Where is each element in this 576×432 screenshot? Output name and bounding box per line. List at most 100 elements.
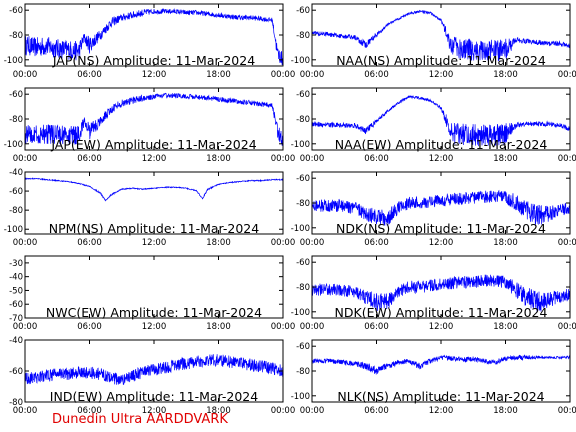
series-line	[312, 9, 570, 62]
chart-title: IND(EW) Amplitude: 11-Mar-2024	[50, 389, 258, 404]
y-tick-label: -100	[291, 392, 310, 402]
y-tick-label: -100	[291, 224, 310, 234]
x-tick-label: 00:00	[13, 238, 38, 248]
series-line	[25, 8, 283, 66]
x-tick-label: 06:00	[364, 406, 389, 416]
y-tick-label: -80	[9, 31, 23, 41]
chart-panel-7: -70 -60 -50 -40 -30 00:00 06:00 12:00 18:00 00:00…	[9, 255, 296, 332]
x-tick-label: 18:00	[493, 238, 518, 248]
x-tick-label: 00:00	[558, 70, 576, 80]
x-tick-label: 06:00	[77, 154, 102, 164]
chart-panel-1: -100 -80 -60 00:00 06:00 12:00 18:00 00:00 JAP(N…	[4, 3, 296, 80]
x-tick-label: 18:00	[206, 238, 231, 248]
y-tick-label: -60	[9, 90, 23, 100]
x-tick-label: 00:00	[271, 322, 296, 332]
x-tick-label: 00:00	[271, 406, 296, 416]
series-line	[25, 354, 283, 385]
y-tick-label: -80	[9, 115, 23, 125]
x-tick-label: 12:00	[429, 322, 454, 332]
x-tick-label: 00:00	[271, 70, 296, 80]
y-tick-label: -100	[291, 140, 310, 150]
x-tick-label: 12:00	[429, 406, 454, 416]
chart-title: NAA(NS) Amplitude: 11-Mar-2024	[336, 53, 546, 68]
y-tick-label: -80	[296, 283, 310, 293]
x-tick-label: 12:00	[142, 238, 167, 248]
x-tick-label: 18:00	[206, 154, 231, 164]
x-tick-label: 00:00	[558, 406, 576, 416]
y-tick-label: -40	[9, 168, 23, 178]
x-tick-label: 00:00	[13, 406, 38, 416]
x-tick-label: 18:00	[493, 70, 518, 80]
chart-panel-5: -100 -80 -60 -40 00:00 06:00 12:00 18:00 00:00 NP…	[4, 168, 296, 248]
chart-title: NDK(EW) Amplitude: 11-Mar-2024	[335, 305, 548, 320]
y-tick-label: -70	[9, 314, 23, 324]
y-tick-label: -40	[9, 273, 23, 283]
x-tick-label: 06:00	[364, 154, 389, 164]
chart-panel-2: -100 -80 -60 00:00 06:00 12:00 18:00 00:00 NAA(N…	[291, 3, 576, 80]
y-tick-label: -80	[296, 367, 310, 377]
x-tick-label: 06:00	[364, 238, 389, 248]
x-tick-label: 06:00	[77, 322, 102, 332]
x-tick-label: 00:00	[300, 322, 325, 332]
x-tick-label: 18:00	[493, 322, 518, 332]
series-line	[25, 92, 283, 146]
x-tick-label: 12:00	[429, 70, 454, 80]
chart-panel-4: -100 -80 -60 00:00 06:00 12:00 18:00 00:00 NAA(E…	[291, 87, 576, 164]
y-tick-label: -80	[296, 199, 310, 209]
y-tick-label: -60	[296, 258, 310, 268]
x-tick-label: 00:00	[271, 238, 296, 248]
x-tick-label: 00:00	[271, 154, 296, 164]
y-tick-label: -80	[296, 31, 310, 41]
y-tick-label: -100	[4, 225, 23, 235]
x-tick-label: 18:00	[493, 154, 518, 164]
series-line	[312, 274, 570, 312]
y-tick-label: -30	[9, 259, 23, 269]
y-tick-label: -60	[296, 6, 310, 16]
y-tick-label: -60	[9, 6, 23, 16]
x-tick-label: 00:00	[558, 322, 576, 332]
x-tick-label: 06:00	[77, 406, 102, 416]
y-tick-label: -60	[9, 367, 23, 377]
x-tick-label: 00:00	[13, 70, 38, 80]
chart-title: NPM(NS) Amplitude: 11-Mar-2024	[49, 221, 259, 236]
y-tick-label: -80	[296, 115, 310, 125]
y-tick-label: -80	[9, 398, 23, 408]
x-tick-label: 00:00	[300, 70, 325, 80]
x-tick-label: 06:00	[364, 70, 389, 80]
series-line	[25, 177, 283, 202]
x-tick-label: 00:00	[300, 154, 325, 164]
series-line	[312, 354, 570, 375]
x-tick-label: 12:00	[429, 238, 454, 248]
y-tick-label: -50	[9, 286, 23, 296]
chart-panel-3: -100 -80 -60 00:00 06:00 12:00 18:00 00:00 JAP(E…	[4, 87, 296, 164]
x-tick-label: 00:00	[13, 322, 38, 332]
y-tick-label: -100	[4, 140, 23, 150]
chart-title: NLK(NS) Amplitude: 11-Mar-2024	[337, 389, 544, 404]
y-tick-label: -80	[9, 206, 23, 216]
x-tick-label: 12:00	[142, 406, 167, 416]
chart-title: JAP(NS) Amplitude: 11-Mar-2024	[52, 53, 255, 68]
y-tick-label: -60	[9, 300, 23, 310]
y-tick-label: -60	[296, 90, 310, 100]
x-tick-label: 12:00	[142, 70, 167, 80]
x-tick-label: 12:00	[142, 154, 167, 164]
x-tick-label: 18:00	[493, 406, 518, 416]
x-tick-label: 06:00	[364, 322, 389, 332]
chart-title: NWC(EW) Amplitude: 11-Mar-2024	[46, 305, 262, 320]
y-tick-label: -60	[9, 187, 23, 197]
chart-title: NDK(NS) Amplitude: 11-Mar-2024	[336, 221, 546, 236]
x-tick-label: 06:00	[77, 70, 102, 80]
y-tick-label: -100	[4, 56, 23, 66]
series-line	[312, 189, 570, 226]
series-line	[312, 94, 570, 147]
y-tick-label: -40	[9, 336, 23, 346]
chart-panel-6: -100 -80 -60 00:00 06:00 12:00 18:00 00:00 NDK(N…	[291, 171, 576, 248]
x-tick-label: 12:00	[142, 322, 167, 332]
x-tick-label: 06:00	[77, 238, 102, 248]
x-tick-label: 18:00	[206, 406, 231, 416]
y-tick-label: -100	[291, 56, 310, 66]
x-tick-label: 00:00	[300, 238, 325, 248]
x-tick-label: 00:00	[300, 406, 325, 416]
